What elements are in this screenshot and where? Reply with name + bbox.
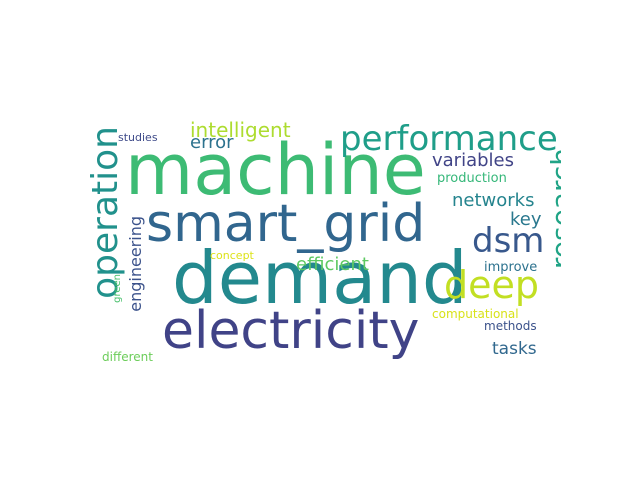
word-concept: concept (210, 249, 254, 262)
word-error: error (190, 132, 234, 153)
word-improve: improve (484, 260, 538, 275)
word-green: green (112, 274, 123, 303)
word-dsm: dsm (472, 221, 545, 261)
word-research: research (545, 148, 561, 270)
word-methods: methods (484, 319, 537, 333)
word-operation: operation (85, 126, 126, 299)
word-machine: machine (125, 129, 426, 211)
word-demand: demand (172, 236, 468, 320)
word-tasks: tasks (492, 339, 537, 359)
word-studies: studies (118, 131, 158, 144)
word-variables: variables (432, 150, 514, 171)
word-performance: performance (340, 120, 558, 159)
word-computational: computational (432, 307, 519, 321)
word-production: production (437, 171, 507, 186)
word-cloud: machine demand smart_grid electricity op… (80, 120, 561, 361)
word-different: different (102, 350, 153, 361)
word-networks: networks (452, 190, 535, 211)
word-electricity: electricity (162, 301, 420, 361)
word-engineering: engineering (126, 216, 145, 312)
word-efficient: efficient (296, 254, 369, 275)
word-deep: deep (444, 263, 539, 307)
word-key: key (510, 209, 542, 230)
word-intelligent: intelligent (190, 120, 291, 142)
word-smart-grid: smart_grid (146, 194, 426, 254)
